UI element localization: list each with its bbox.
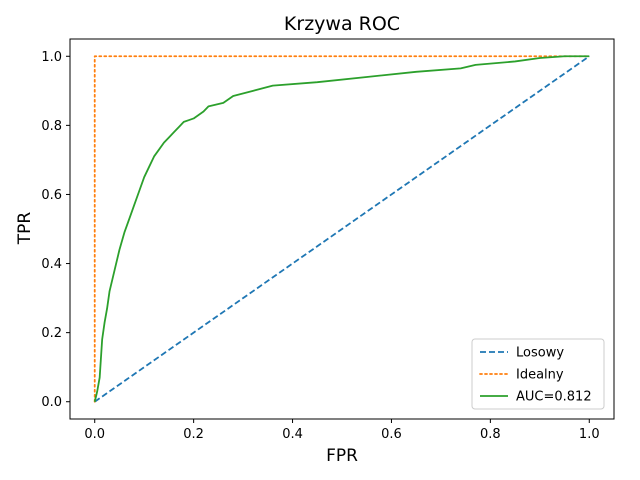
legend-box <box>471 338 605 410</box>
y-tick-label: 0.4 <box>41 257 62 272</box>
chart-title: Krzywa ROC <box>284 13 400 35</box>
y-tick-label: 0.0 <box>41 395 62 410</box>
x-tick-label: 0.0 <box>84 427 105 442</box>
series-line-losowy <box>94 55 590 403</box>
x-tick-label: 1.0 <box>579 427 600 442</box>
legend-label-auc-0-812: AUC=0.812 <box>516 390 592 405</box>
x-axis-title: FPR <box>326 446 358 466</box>
x-tick-label: 0.2 <box>183 427 204 442</box>
axes-frame <box>69 38 615 420</box>
x-tick-label: 0.8 <box>480 427 501 442</box>
y-tick-label: 1.0 <box>41 50 62 65</box>
y-tick-label: 0.8 <box>41 119 62 134</box>
series-line-auc-0-812 <box>93 55 590 402</box>
y-tick-label: 0.2 <box>41 326 62 341</box>
x-tick-label: 0.6 <box>381 427 402 442</box>
series-line-idealny <box>93 55 591 403</box>
y-tick-label: 0.6 <box>41 188 62 203</box>
plot-area: 0.0 0.2 0.4 0.6 0.8 1.0 0.0 0.2 0.4 0.6 0.8 1.0 Loso… <box>41 38 615 442</box>
x-tick-label: 0.4 <box>282 427 303 442</box>
legend-label-losowy: Losowy <box>516 346 564 361</box>
y-axis-title: TPR <box>15 212 35 246</box>
legend: Losowy Idealny AUC=0.812 <box>471 338 605 410</box>
legend-label-idealny: Idealny <box>516 368 564 383</box>
